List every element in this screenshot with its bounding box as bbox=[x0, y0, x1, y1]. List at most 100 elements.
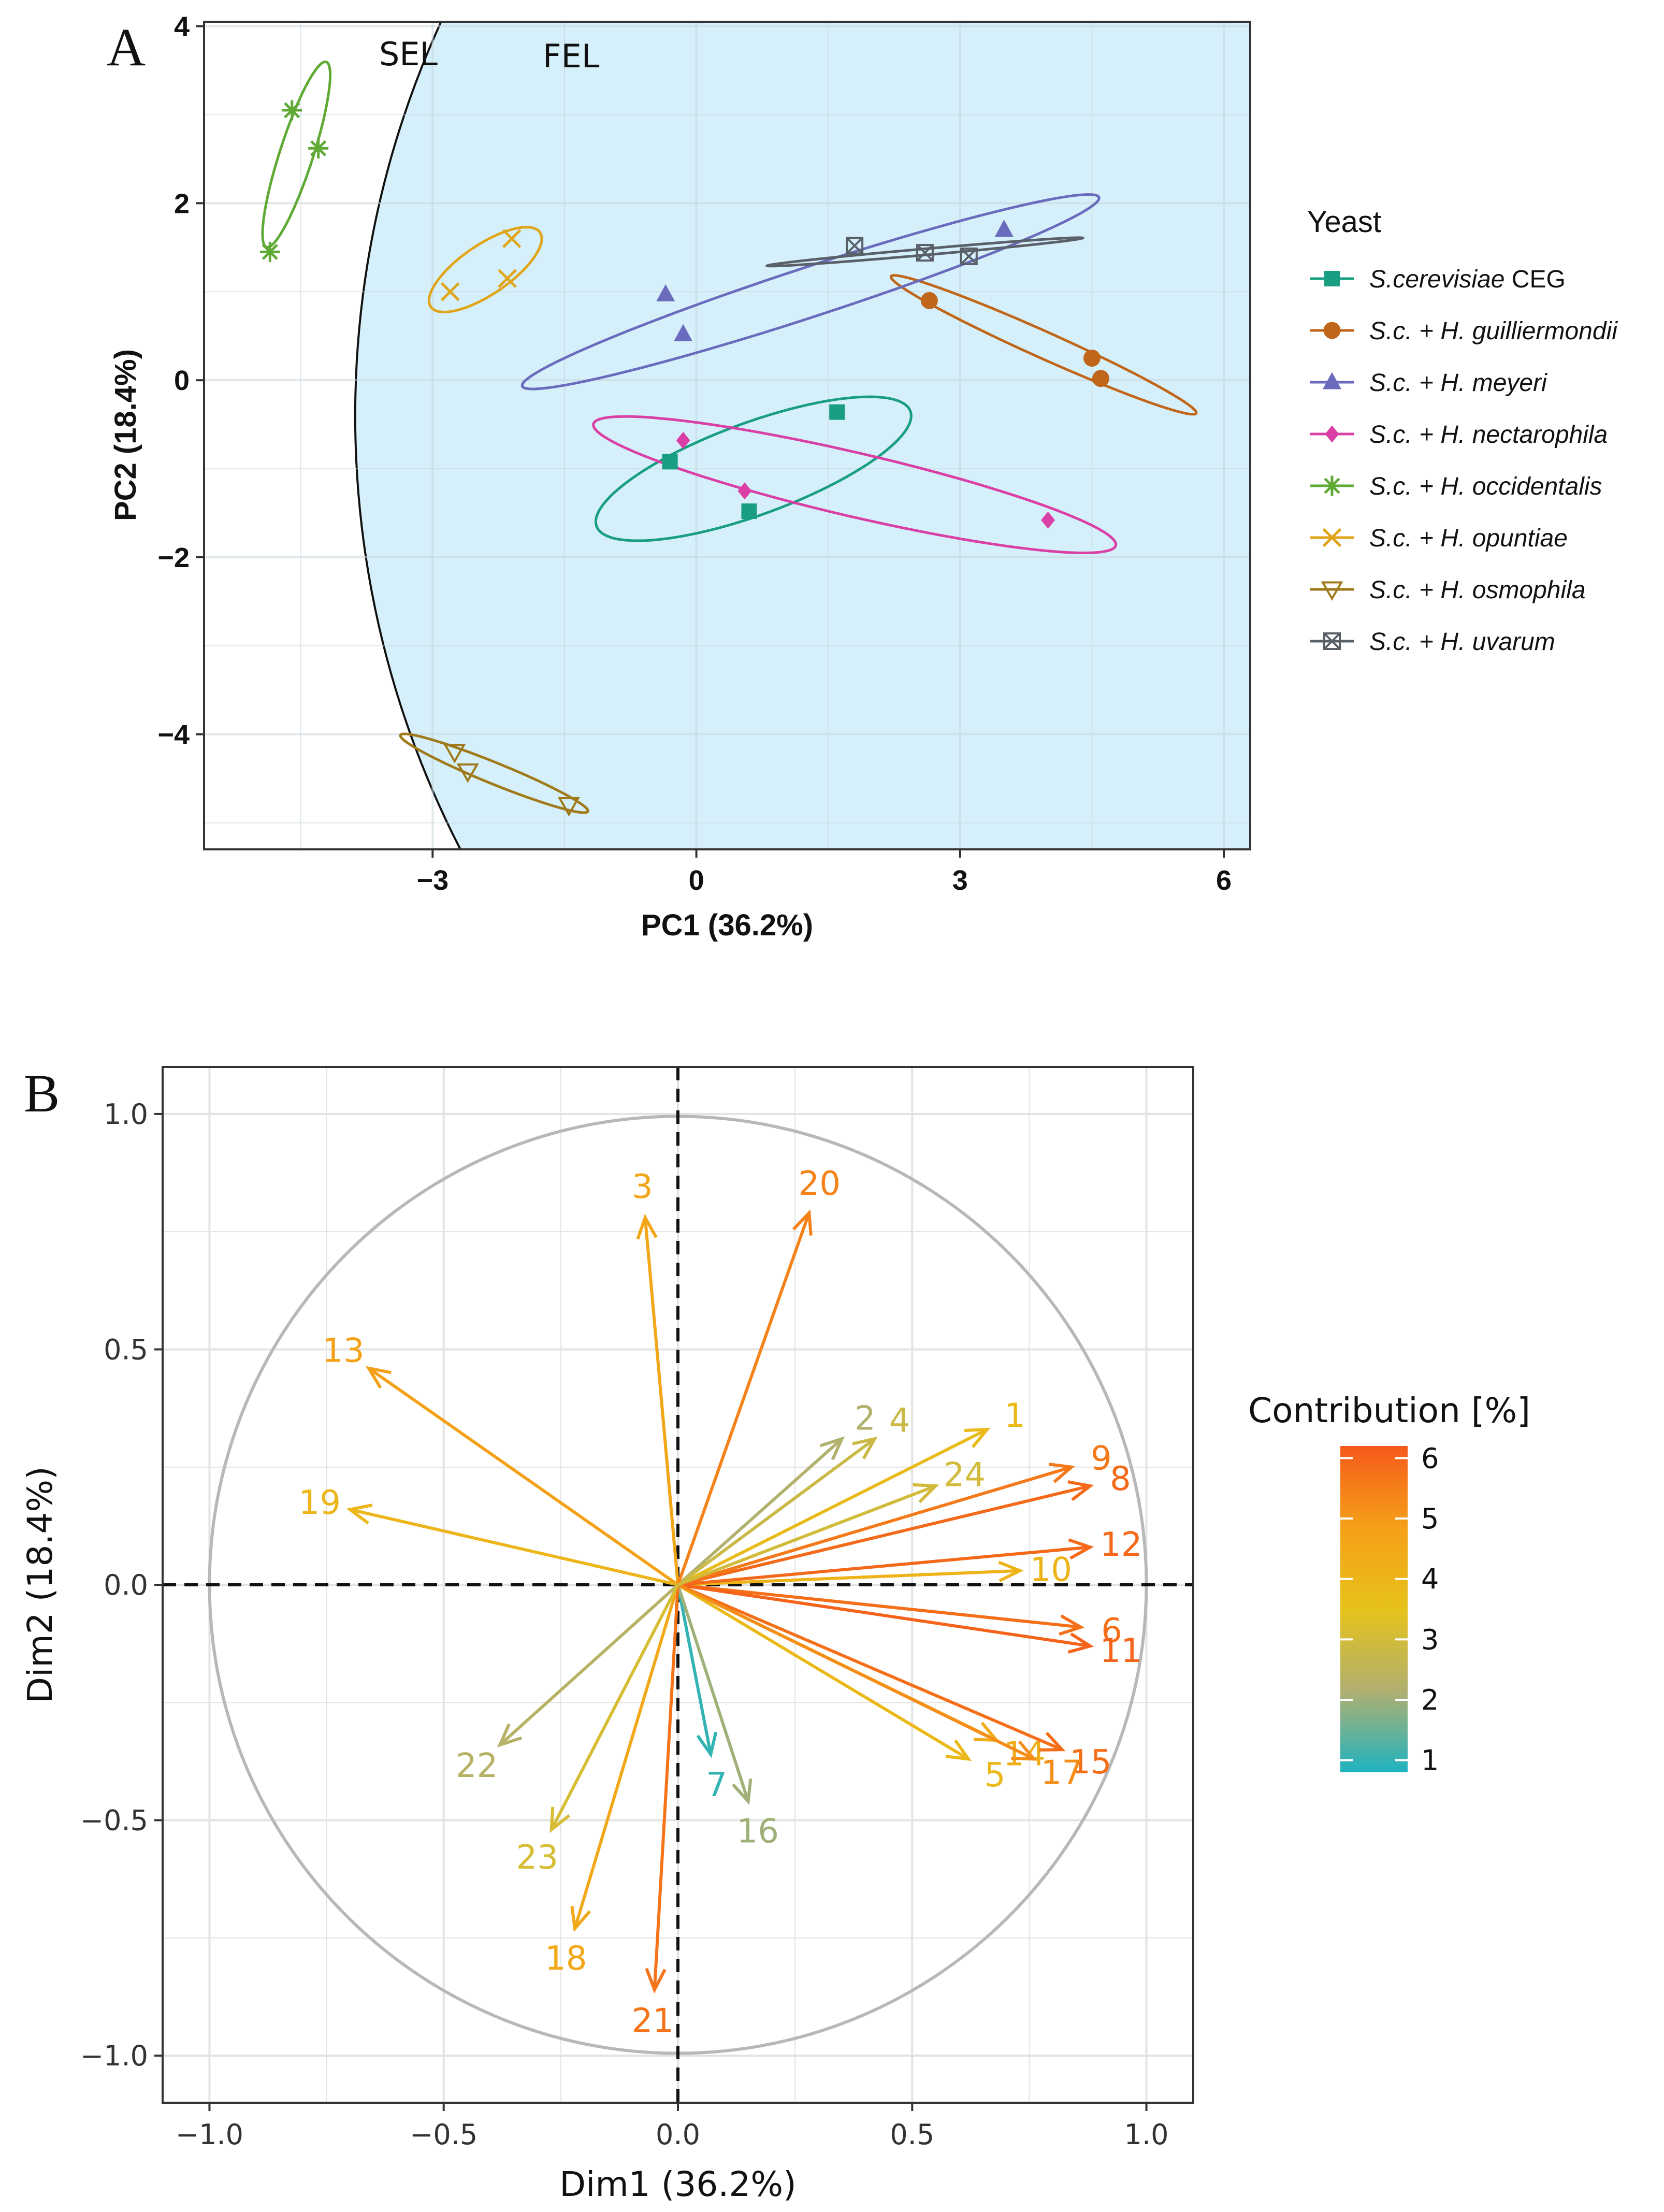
legend-item-3: S.c. + H. nectarophila bbox=[1310, 421, 1608, 449]
point-series-6-2 bbox=[558, 797, 580, 817]
arrow-var-12: 12 bbox=[677, 1526, 1142, 1586]
arrow-var-2: 2 bbox=[677, 1399, 876, 1586]
b-x-tick-label: 0.0 bbox=[656, 2118, 700, 2151]
arrow-var-8: 8 bbox=[677, 1460, 1131, 1586]
point-series-3-1 bbox=[737, 482, 752, 500]
arrow-var-18: 18 bbox=[545, 1584, 679, 1978]
var-label-18: 18 bbox=[545, 1940, 587, 1978]
point-series-7-0 bbox=[846, 237, 864, 255]
var-label-3: 3 bbox=[632, 1168, 653, 1206]
b-y-tick-label: −0.5 bbox=[80, 1804, 148, 1837]
point-series-3-2 bbox=[1041, 511, 1055, 529]
arrow-var-5: 5 bbox=[677, 1583, 1006, 1795]
panel-a-points bbox=[259, 100, 1109, 817]
b-x-tick-label: −1.0 bbox=[176, 2118, 243, 2151]
arrow-var-11: 11 bbox=[677, 1583, 1142, 1670]
arrow-var-1: 1 bbox=[677, 1397, 1025, 1586]
panel-a-y-axis-title: PC2 (18.4%) bbox=[109, 349, 142, 521]
panel-b-letter: B bbox=[24, 1064, 60, 1123]
panel-b-axis-ticks: −1.0 −0.5 0.0 0.5 1.0 −1.0 −0.5 0.0 0.5 1.0 bbox=[80, 1098, 1169, 2151]
var-label-20: 20 bbox=[799, 1165, 841, 1203]
sel-label: SEL bbox=[379, 35, 438, 73]
var-label-1: 1 bbox=[1004, 1397, 1025, 1435]
legend-label-6: S.c. + H. osmophila bbox=[1369, 576, 1586, 604]
legend-label-4: S.c. + H. occidentalis bbox=[1369, 473, 1602, 500]
ellipse-series-3 bbox=[592, 415, 1118, 555]
b-x-tick-label: 0.5 bbox=[890, 2118, 934, 2151]
point-series-2-1 bbox=[674, 324, 693, 341]
point-series-4-1 bbox=[282, 100, 302, 121]
var-label-5: 5 bbox=[985, 1756, 1006, 1795]
legend-item-5: S.c. + H. opuntiae bbox=[1310, 525, 1568, 552]
legend-item-6: S.c. + H. osmophila bbox=[1310, 576, 1586, 604]
b-y-tick-label: 0.0 bbox=[104, 1569, 148, 1601]
legend-label-0: S.cerevisiae CEG bbox=[1369, 266, 1566, 293]
var-label-23: 23 bbox=[516, 1839, 558, 1877]
legend-item-1: S.c. + H. guilliermondii bbox=[1310, 317, 1618, 345]
point-series-6-1 bbox=[456, 763, 479, 783]
point-series-0-0 bbox=[662, 454, 678, 470]
colorbar-gradient bbox=[1340, 1446, 1408, 1772]
legend-label-1: S.c. + H. guilliermondii bbox=[1369, 317, 1618, 345]
arrow-var-22: 22 bbox=[456, 1583, 679, 1785]
legend-label-5: S.c. + H. opuntiae bbox=[1369, 525, 1568, 552]
b-y-tick-label: −1.0 bbox=[80, 2040, 148, 2072]
x-tick-label: 0 bbox=[689, 865, 704, 896]
var-label-12: 12 bbox=[1100, 1526, 1142, 1564]
ellipse-series-6 bbox=[399, 732, 589, 814]
y-tick-label: 0 bbox=[174, 365, 190, 396]
b-x-tick-label: 1.0 bbox=[1124, 2118, 1169, 2151]
cb-tick-label: 2 bbox=[1421, 1684, 1439, 1716]
x-tick-label: 6 bbox=[1216, 865, 1232, 896]
var-label-7: 7 bbox=[706, 1766, 727, 1804]
var-label-22: 22 bbox=[456, 1747, 498, 1785]
legend-title: Yeast bbox=[1307, 205, 1381, 239]
point-series-1-2 bbox=[1092, 370, 1109, 387]
point-series-2-0 bbox=[656, 284, 675, 301]
arrow-var-16: 16 bbox=[676, 1584, 779, 1850]
point-series-4-2 bbox=[308, 138, 329, 158]
arrow-var-15: 15 bbox=[677, 1583, 1112, 1782]
point-series-0-2 bbox=[829, 404, 845, 420]
b-y-tick-label: 1.0 bbox=[104, 1098, 148, 1131]
cb-tick-label: 3 bbox=[1421, 1623, 1439, 1656]
y-tick-label: 4 bbox=[174, 11, 190, 42]
var-label-17: 17 bbox=[1041, 1754, 1083, 1792]
var-label-15: 15 bbox=[1069, 1743, 1111, 1782]
panel-a-axis-ticks: −3 0 3 6 −4 −2 0 2 4 bbox=[157, 11, 1232, 896]
arrow-var-6: 6 bbox=[677, 1583, 1122, 1650]
panel-a-letter: A bbox=[107, 18, 146, 77]
panel-b-y-axis-title: Dim2 (18.4%) bbox=[20, 1466, 60, 1703]
arrow-var-13: 13 bbox=[322, 1332, 679, 1586]
legend-item-0: S.cerevisiae CEG bbox=[1310, 266, 1566, 293]
var-label-6: 6 bbox=[1101, 1612, 1122, 1650]
legend-item-7: S.c. + H. uvarum bbox=[1310, 628, 1555, 656]
contribution-colorbar: Contribution [%] 1 2 3 4 5 6 bbox=[1248, 1391, 1530, 1777]
panel-a-grid bbox=[204, 22, 1250, 849]
cb-tick-label: 5 bbox=[1421, 1502, 1439, 1535]
ellipse-series-1 bbox=[889, 274, 1198, 416]
arrow-var-17: 17 bbox=[677, 1583, 1083, 1792]
panel-a: A SEL FEL −3 0 3 6 −4 −2 0 2 4 PC1 (36.2%) PC2 (… bbox=[107, 11, 1618, 942]
y-tick-label: −4 bbox=[157, 719, 190, 750]
point-series-7-1 bbox=[916, 244, 934, 262]
point-series-3-0 bbox=[676, 431, 690, 449]
y-tick-label: −2 bbox=[157, 542, 190, 573]
arrow-var-24: 24 bbox=[677, 1456, 986, 1586]
arrow-var-21: 21 bbox=[632, 1584, 679, 2041]
legend-item-4: S.c. + H. occidentalis bbox=[1310, 473, 1602, 500]
point-series-5-0 bbox=[441, 282, 460, 301]
arrow-var-23: 23 bbox=[516, 1584, 679, 1877]
var-label-9: 9 bbox=[1091, 1440, 1112, 1478]
point-series-5-2 bbox=[502, 229, 522, 248]
point-series-5-1 bbox=[498, 269, 517, 288]
var-label-11: 11 bbox=[1100, 1632, 1142, 1670]
var-label-8: 8 bbox=[1110, 1460, 1131, 1498]
var-label-21: 21 bbox=[632, 2002, 674, 2041]
fel-label: FEL bbox=[543, 37, 600, 75]
ellipse-series-7 bbox=[764, 236, 1086, 268]
legend-label-7: S.c. + H. uvarum bbox=[1369, 628, 1555, 656]
